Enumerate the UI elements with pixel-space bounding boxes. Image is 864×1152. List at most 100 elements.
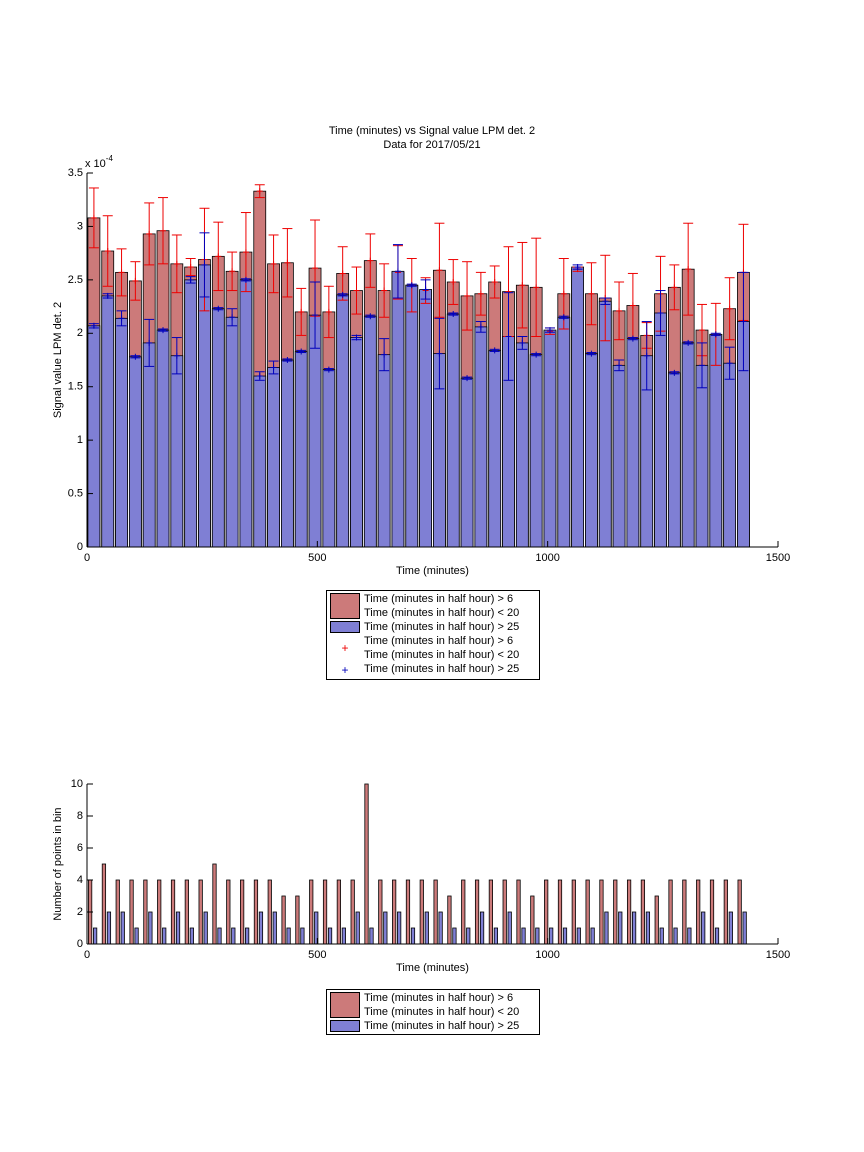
x-tick-label: 1000 <box>535 552 559 564</box>
error-marker <box>215 305 222 312</box>
bar <box>364 783 369 945</box>
bar <box>673 927 678 945</box>
bar <box>245 927 250 945</box>
error-marker <box>146 230 153 237</box>
legend-swatch <box>330 621 360 633</box>
bar <box>322 369 336 548</box>
bar <box>355 911 360 945</box>
bar <box>106 911 112 945</box>
bar <box>239 279 253 548</box>
error-marker <box>533 284 540 291</box>
bar <box>156 329 170 548</box>
error-marker <box>270 364 277 371</box>
error-marker <box>726 305 733 312</box>
bar <box>515 342 529 548</box>
error-marker <box>436 350 443 357</box>
error-marker <box>436 267 443 274</box>
bar <box>723 879 728 945</box>
error-marker <box>284 259 291 266</box>
error-marker <box>519 282 526 289</box>
error-marker <box>588 290 595 297</box>
bar <box>654 312 667 548</box>
error-marker <box>256 373 263 380</box>
bar <box>405 879 411 945</box>
error-marker <box>132 353 139 360</box>
bar <box>654 895 659 945</box>
error-marker <box>104 248 111 255</box>
y-tick-label: 6 <box>77 842 83 854</box>
bar <box>516 879 521 945</box>
error-marker <box>560 290 567 297</box>
error-marker <box>298 308 305 315</box>
bar <box>668 879 673 945</box>
error-marker <box>533 351 540 358</box>
bar <box>742 911 747 945</box>
bar <box>529 354 543 548</box>
y-tick-label: 1 <box>77 434 83 446</box>
error-marker <box>242 249 249 256</box>
bar <box>488 349 502 548</box>
bar <box>626 879 632 945</box>
x-tick-label: 1500 <box>766 949 790 961</box>
bar <box>129 879 134 945</box>
bar <box>433 879 438 945</box>
legend-swatch <box>330 992 360 1018</box>
bar <box>369 927 374 945</box>
bar <box>240 879 245 945</box>
error-marker <box>629 302 636 309</box>
error-marker <box>464 292 471 299</box>
error-marker <box>464 375 471 382</box>
bar <box>604 911 609 945</box>
bar <box>217 927 222 945</box>
error-marker <box>187 264 194 271</box>
bar <box>198 879 203 945</box>
legend-label: Time (minutes in half hour) > 6 Time (mi… <box>364 992 520 1018</box>
bar <box>576 927 581 945</box>
error-marker <box>118 269 125 276</box>
error-marker <box>229 268 236 275</box>
bar <box>336 294 350 548</box>
bar <box>571 879 576 945</box>
bar <box>405 284 419 548</box>
legend-swatch <box>330 593 360 619</box>
bar <box>267 367 280 548</box>
x-axis-label: Time (minutes) <box>396 962 469 974</box>
error-marker <box>519 339 526 346</box>
error-marker <box>339 270 346 277</box>
bar <box>488 879 493 945</box>
bar <box>618 911 623 945</box>
bar <box>452 927 457 945</box>
error-marker <box>629 335 636 342</box>
multiplier-exponent: -4 <box>106 154 114 163</box>
legend: Time (minutes in half hour) > 6 Time (mi… <box>326 989 540 1035</box>
bar <box>148 911 153 945</box>
bar <box>701 911 706 945</box>
bar <box>585 879 590 945</box>
bar <box>253 375 267 548</box>
bar <box>300 927 305 945</box>
bar <box>162 927 167 945</box>
error-marker <box>215 253 222 260</box>
error-marker <box>118 315 125 322</box>
error-marker <box>173 260 180 267</box>
bar <box>115 317 128 548</box>
error-marker <box>132 277 139 284</box>
error-marker <box>574 264 581 271</box>
bar <box>286 927 291 945</box>
bar <box>530 895 535 945</box>
bar <box>667 372 681 548</box>
error-marker <box>160 327 167 334</box>
bar <box>557 316 571 548</box>
legend-label: Time (minutes in half hour) > 6 Time (mi… <box>364 593 520 619</box>
error-marker <box>698 327 705 334</box>
bar <box>87 325 101 548</box>
bar <box>170 879 176 945</box>
error-marker <box>491 347 498 354</box>
bar <box>460 377 474 548</box>
error-marker <box>312 312 319 319</box>
bar <box>493 927 498 945</box>
error-marker <box>367 313 374 320</box>
error-marker <box>422 286 429 293</box>
bar <box>212 863 217 945</box>
bar <box>184 879 189 945</box>
